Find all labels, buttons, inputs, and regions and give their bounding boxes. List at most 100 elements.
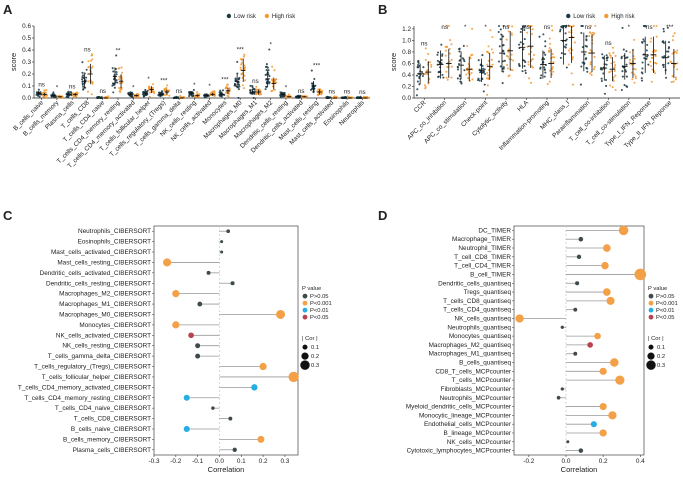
legend-pvalue-marker bbox=[648, 314, 654, 320]
data-point bbox=[237, 88, 240, 91]
data-point bbox=[37, 88, 40, 91]
data-point bbox=[481, 64, 484, 67]
y-tick-label: T_cells_CD8_quantiseq bbox=[443, 298, 511, 305]
legend-high-risk-marker bbox=[604, 13, 609, 19]
data-point bbox=[279, 95, 282, 99]
data-point bbox=[524, 24, 527, 28]
data-point bbox=[312, 91, 315, 94]
data-point bbox=[675, 51, 678, 55]
data-point bbox=[676, 62, 679, 65]
data-point bbox=[674, 76, 677, 79]
data-point bbox=[565, 66, 568, 69]
legend-high-risk-marker bbox=[264, 13, 270, 19]
data-point bbox=[43, 89, 46, 92]
data-point bbox=[461, 57, 464, 60]
data-point bbox=[470, 71, 473, 75]
data-point bbox=[671, 39, 675, 42]
data-point bbox=[148, 91, 151, 94]
data-point bbox=[654, 55, 657, 58]
data-point bbox=[265, 73, 268, 76]
data-point bbox=[548, 49, 551, 53]
legend-pvalue-label: P<0.001 bbox=[656, 301, 678, 307]
legend-pvalue-label: P<0.05 bbox=[310, 315, 329, 321]
x-tick-label: 0.4 bbox=[636, 458, 645, 465]
data-point bbox=[326, 95, 329, 98]
data-point bbox=[359, 95, 362, 98]
x-tick-label: Cytolytic_activity bbox=[471, 99, 510, 138]
data-point bbox=[502, 66, 505, 69]
data-point bbox=[523, 28, 526, 32]
data-point bbox=[237, 77, 240, 80]
panel-d-lollipop-chart: DC_TIMER Macrophage_TIMER Neutrophil_TIMER… bbox=[406, 225, 678, 474]
data-point bbox=[112, 83, 115, 86]
data-point bbox=[565, 43, 568, 46]
data-point bbox=[645, 49, 648, 52]
data-point bbox=[255, 85, 258, 88]
data-point bbox=[580, 31, 583, 35]
data-point bbox=[430, 65, 433, 68]
x-tick-label: -0.2 bbox=[523, 458, 534, 465]
legend-pvalue-label: P<0.01 bbox=[310, 308, 329, 314]
data-point bbox=[151, 83, 155, 86]
lollipop-point bbox=[618, 225, 629, 236]
data-point bbox=[417, 66, 420, 69]
y-tick-label: B_cells_naive_CIBERSORT bbox=[71, 426, 151, 433]
data-point bbox=[611, 86, 614, 89]
data-point bbox=[115, 73, 118, 76]
data-point bbox=[167, 89, 171, 92]
legend-pvalue-label: P>0.05 bbox=[310, 294, 329, 300]
data-point bbox=[82, 85, 85, 88]
data-point bbox=[489, 29, 492, 32]
data-point bbox=[482, 90, 485, 93]
data-point bbox=[85, 76, 88, 79]
data-point bbox=[527, 63, 530, 66]
data-point bbox=[590, 24, 593, 28]
data-point bbox=[425, 72, 428, 75]
y-tick-label: 0.4 bbox=[22, 47, 31, 54]
data-point bbox=[580, 65, 583, 68]
data-point bbox=[531, 58, 534, 61]
y-tick-label: Macrophages_M0_CIBERSORT bbox=[59, 311, 151, 318]
data-point bbox=[82, 88, 85, 91]
y-tick-label: Eosinophils_CIBERSORT bbox=[78, 239, 152, 246]
data-point bbox=[436, 53, 439, 56]
significance-label: ns bbox=[69, 84, 76, 91]
data-point bbox=[543, 68, 546, 71]
lollipop-point bbox=[615, 375, 625, 385]
data-point bbox=[118, 78, 121, 81]
data-point bbox=[599, 68, 602, 71]
data-point bbox=[115, 79, 118, 82]
data-point bbox=[614, 64, 617, 67]
data-point bbox=[81, 83, 84, 86]
legend-pvalue-marker bbox=[648, 293, 654, 299]
data-point bbox=[600, 79, 603, 83]
significance-label: * bbox=[132, 84, 135, 91]
data-point bbox=[90, 66, 93, 70]
data-point bbox=[518, 43, 521, 46]
data-point bbox=[584, 44, 587, 47]
data-point bbox=[672, 35, 675, 38]
data-point bbox=[448, 47, 451, 50]
data-point bbox=[539, 77, 542, 80]
data-point bbox=[255, 89, 258, 92]
lollipop-point bbox=[576, 254, 582, 259]
y-tick-label: NK_cells_activated_CIBERSORT bbox=[56, 332, 151, 339]
data-point bbox=[667, 46, 671, 49]
lollipop-point bbox=[603, 244, 611, 252]
data-point bbox=[499, 38, 502, 41]
data-point bbox=[530, 65, 533, 68]
lollipop-point bbox=[515, 314, 524, 323]
data-point bbox=[268, 48, 271, 51]
data-point bbox=[45, 96, 48, 99]
y-tick-label: Macrophages_M2_quantiseq bbox=[429, 342, 512, 349]
data-point bbox=[118, 90, 121, 93]
data-point bbox=[240, 61, 243, 64]
significance-label: ns bbox=[605, 40, 612, 47]
data-point bbox=[456, 65, 459, 68]
data-point bbox=[650, 64, 653, 68]
data-point bbox=[549, 42, 552, 45]
data-point bbox=[450, 65, 453, 68]
data-point bbox=[581, 46, 584, 49]
data-point bbox=[606, 56, 609, 59]
